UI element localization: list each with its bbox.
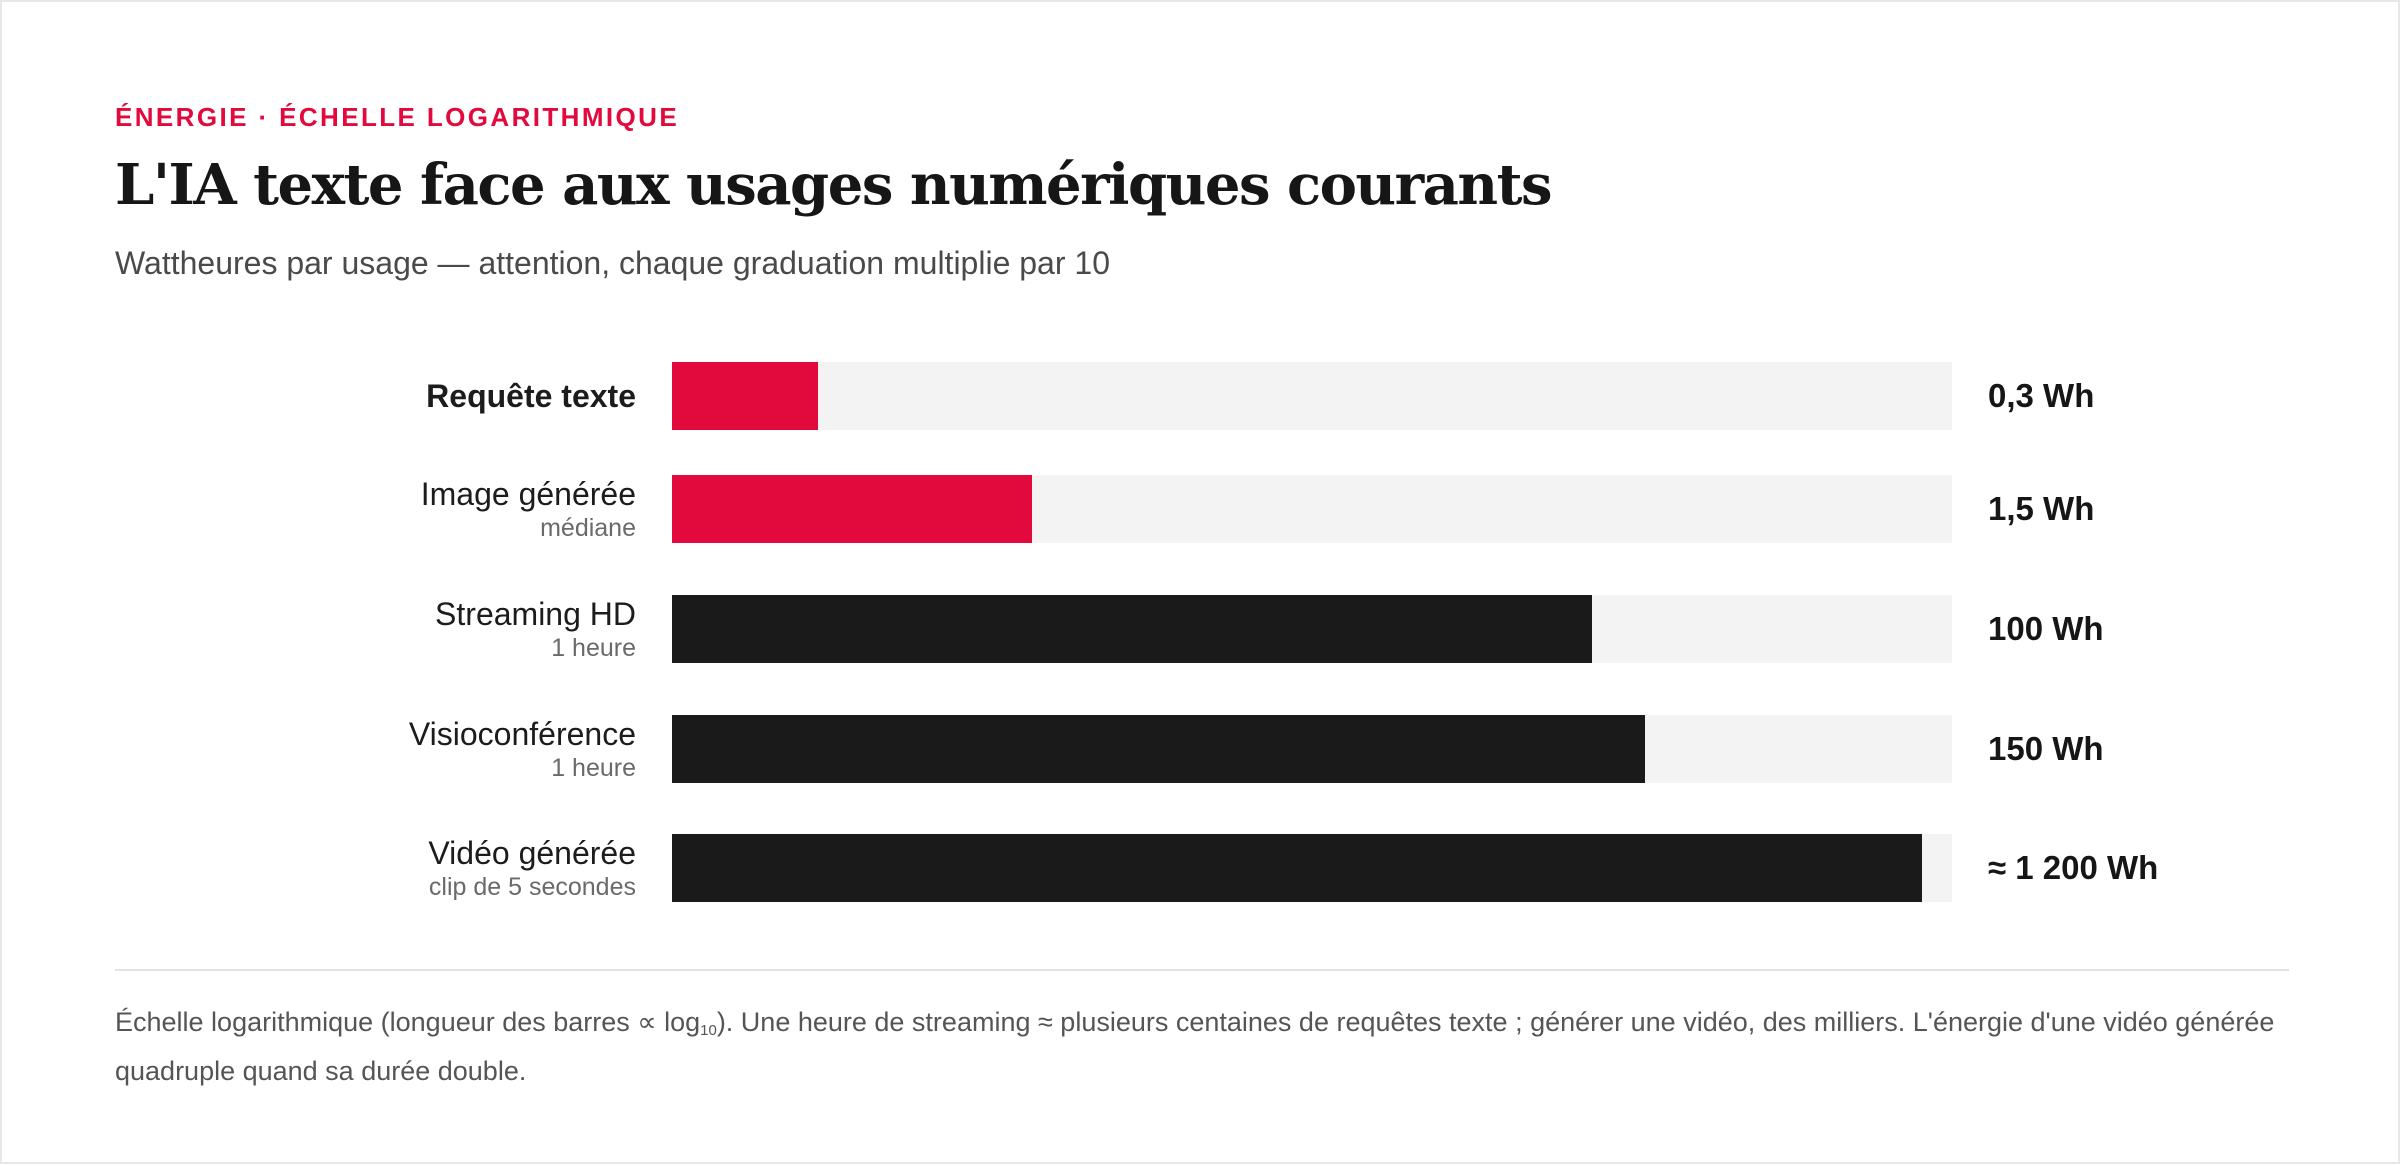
bar-track [672, 475, 1952, 543]
chart-title: L'IA texte face aux usages numériques co… [115, 152, 1553, 218]
footnote-part-2: ). Une heure de streaming ≈ plusieurs ce… [115, 1007, 2275, 1086]
bar-track [672, 595, 1952, 663]
value-label: 100 Wh [1988, 610, 2104, 647]
row-label-group: Requête texte [426, 362, 636, 430]
row-label-group: Streaming HD 1 heure [435, 595, 636, 663]
category-label: Vidéo générée [428, 835, 636, 871]
bar [672, 715, 1646, 783]
category-label: Image générée [420, 476, 636, 512]
bar-row: Visioconférence 1 heure 150 Wh [2, 715, 2400, 783]
bar-track [672, 834, 1952, 902]
category-sublabel: clip de 5 secondes [428, 873, 636, 901]
footnote-subscript: 10 [700, 1022, 717, 1039]
footer-divider [115, 969, 2289, 971]
row-label-group: Vidéo générée clip de 5 secondes [428, 834, 636, 902]
value-label: 0,3 Wh [1988, 377, 2095, 414]
bar-track [672, 362, 1952, 430]
row-label-group: Image générée médiane [421, 475, 636, 543]
value-label: ≈ 1 200 Wh [1988, 849, 2159, 886]
bar-row: Vidéo générée clip de 5 secondes ≈ 1 200 W… [2, 834, 2400, 902]
bar [672, 595, 1592, 663]
value-label: 150 Wh [1988, 730, 2104, 767]
bar [672, 362, 819, 430]
footnote: Échelle logarithmique (longueur des barr… [115, 1002, 2289, 1092]
category-sublabel: médiane [540, 514, 636, 542]
row-label-group: Visioconférence 1 heure [409, 715, 636, 783]
bar [672, 834, 1923, 902]
category-sublabel: 1 heure [551, 754, 636, 782]
category-label: Visioconférence [408, 716, 636, 752]
chart-kicker: ÉNERGIE · ÉCHELLE LOGARITHMIQUE [115, 102, 680, 132]
bar-row: Requête texte 0,3 Wh [2, 362, 2400, 430]
bar-row: Streaming HD 1 heure 100 Wh [2, 595, 2400, 663]
category-label: Streaming HD [435, 596, 636, 632]
bar [672, 475, 1033, 543]
footnote-part-1: Échelle logarithmique (longueur des barr… [115, 1007, 701, 1037]
category-label: Requête texte [426, 378, 636, 414]
category-sublabel: 1 heure [551, 634, 636, 662]
value-label: 1,5 Wh [1988, 490, 2095, 527]
bar-track [672, 715, 1952, 783]
bar-row: Image générée médiane 1,5 Wh [2, 475, 2400, 543]
chart-subtitle: Wattheures par usage — attention, chaque… [115, 245, 1110, 281]
